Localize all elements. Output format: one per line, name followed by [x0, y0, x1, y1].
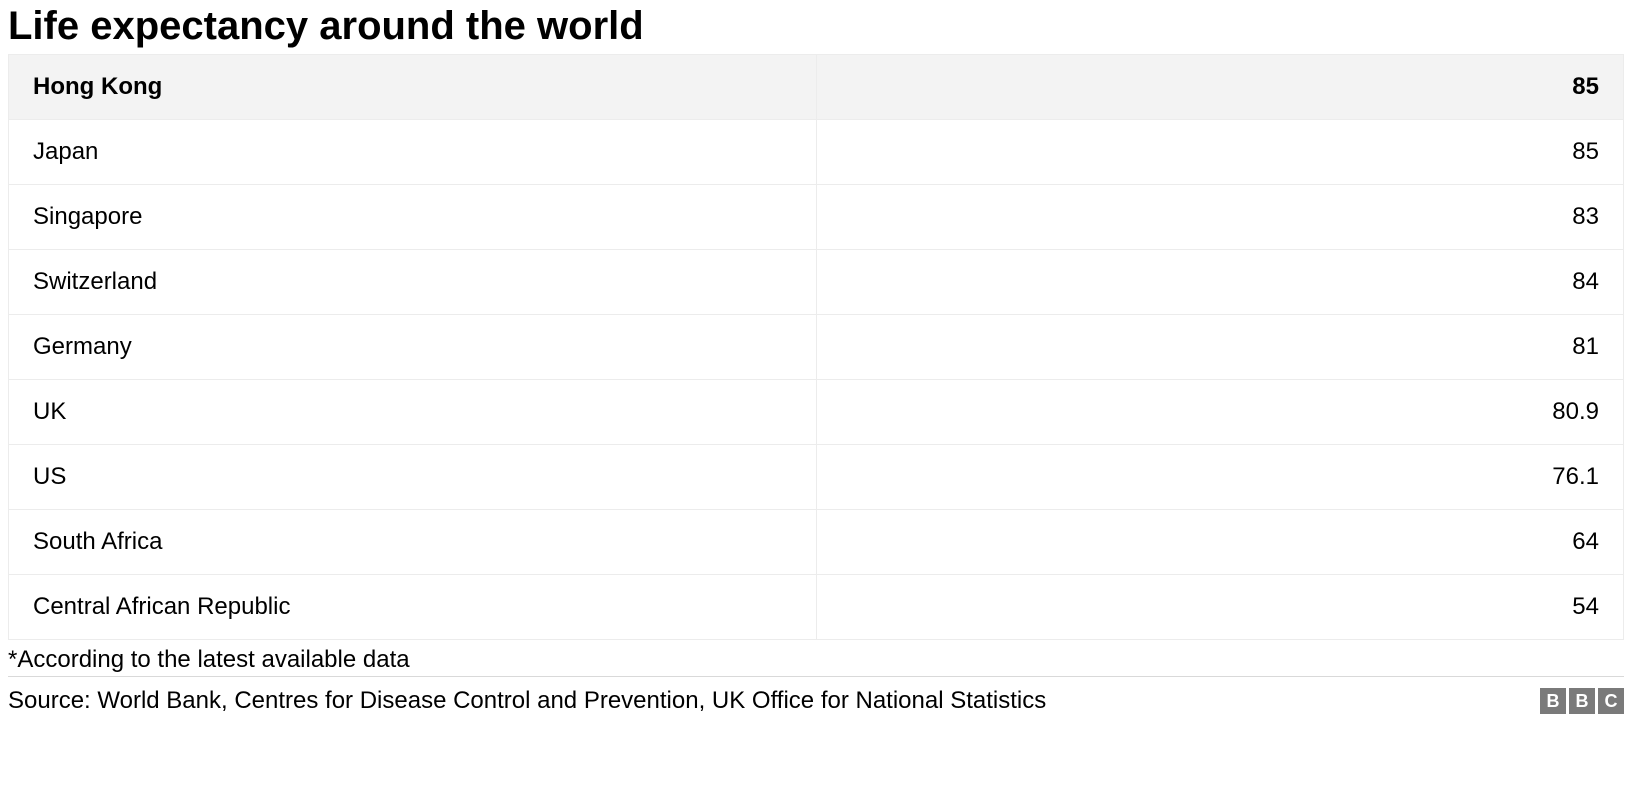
header-value: 85	[816, 55, 1624, 120]
table-row: Central African Republic54	[9, 575, 1624, 640]
value-cell: 83	[816, 185, 1624, 250]
table-body: Japan85Singapore83Switzerland84Germany81…	[9, 120, 1624, 640]
table-row: Switzerland84	[9, 250, 1624, 315]
value-cell: 64	[816, 510, 1624, 575]
footnote: *According to the latest available data	[8, 640, 1624, 677]
value-cell: 84	[816, 250, 1624, 315]
footer: Source: World Bank, Centres for Disease …	[8, 677, 1624, 715]
table-row: Singapore83	[9, 185, 1624, 250]
bbc-logo-letter: B	[1540, 688, 1566, 714]
country-cell: Japan	[9, 120, 817, 185]
value-cell: 81	[816, 315, 1624, 380]
country-cell: Central African Republic	[9, 575, 817, 640]
country-cell: Germany	[9, 315, 817, 380]
value-cell: 80.9	[816, 380, 1624, 445]
value-cell: 54	[816, 575, 1624, 640]
country-cell: US	[9, 445, 817, 510]
table-header-row: Hong Kong 85	[9, 55, 1624, 120]
table-row: Japan85	[9, 120, 1624, 185]
country-cell: South Africa	[9, 510, 817, 575]
bbc-logo-letter: C	[1598, 688, 1624, 714]
table-row: UK80.9	[9, 380, 1624, 445]
table-row: US76.1	[9, 445, 1624, 510]
life-expectancy-table: Hong Kong 85 Japan85Singapore83Switzerla…	[8, 54, 1624, 640]
country-cell: Singapore	[9, 185, 817, 250]
source-line: Source: World Bank, Centres for Disease …	[8, 687, 1046, 715]
country-cell: UK	[9, 380, 817, 445]
header-country: Hong Kong	[9, 55, 817, 120]
country-cell: Switzerland	[9, 250, 817, 315]
bbc-logo: B B C	[1540, 688, 1624, 714]
value-cell: 76.1	[816, 445, 1624, 510]
chart-title: Life expectancy around the world	[8, 0, 1624, 54]
table-row: South Africa64	[9, 510, 1624, 575]
table-row: Germany81	[9, 315, 1624, 380]
bbc-logo-letter: B	[1569, 688, 1595, 714]
value-cell: 85	[816, 120, 1624, 185]
figure-container: Life expectancy around the world Hong Ko…	[0, 0, 1632, 715]
